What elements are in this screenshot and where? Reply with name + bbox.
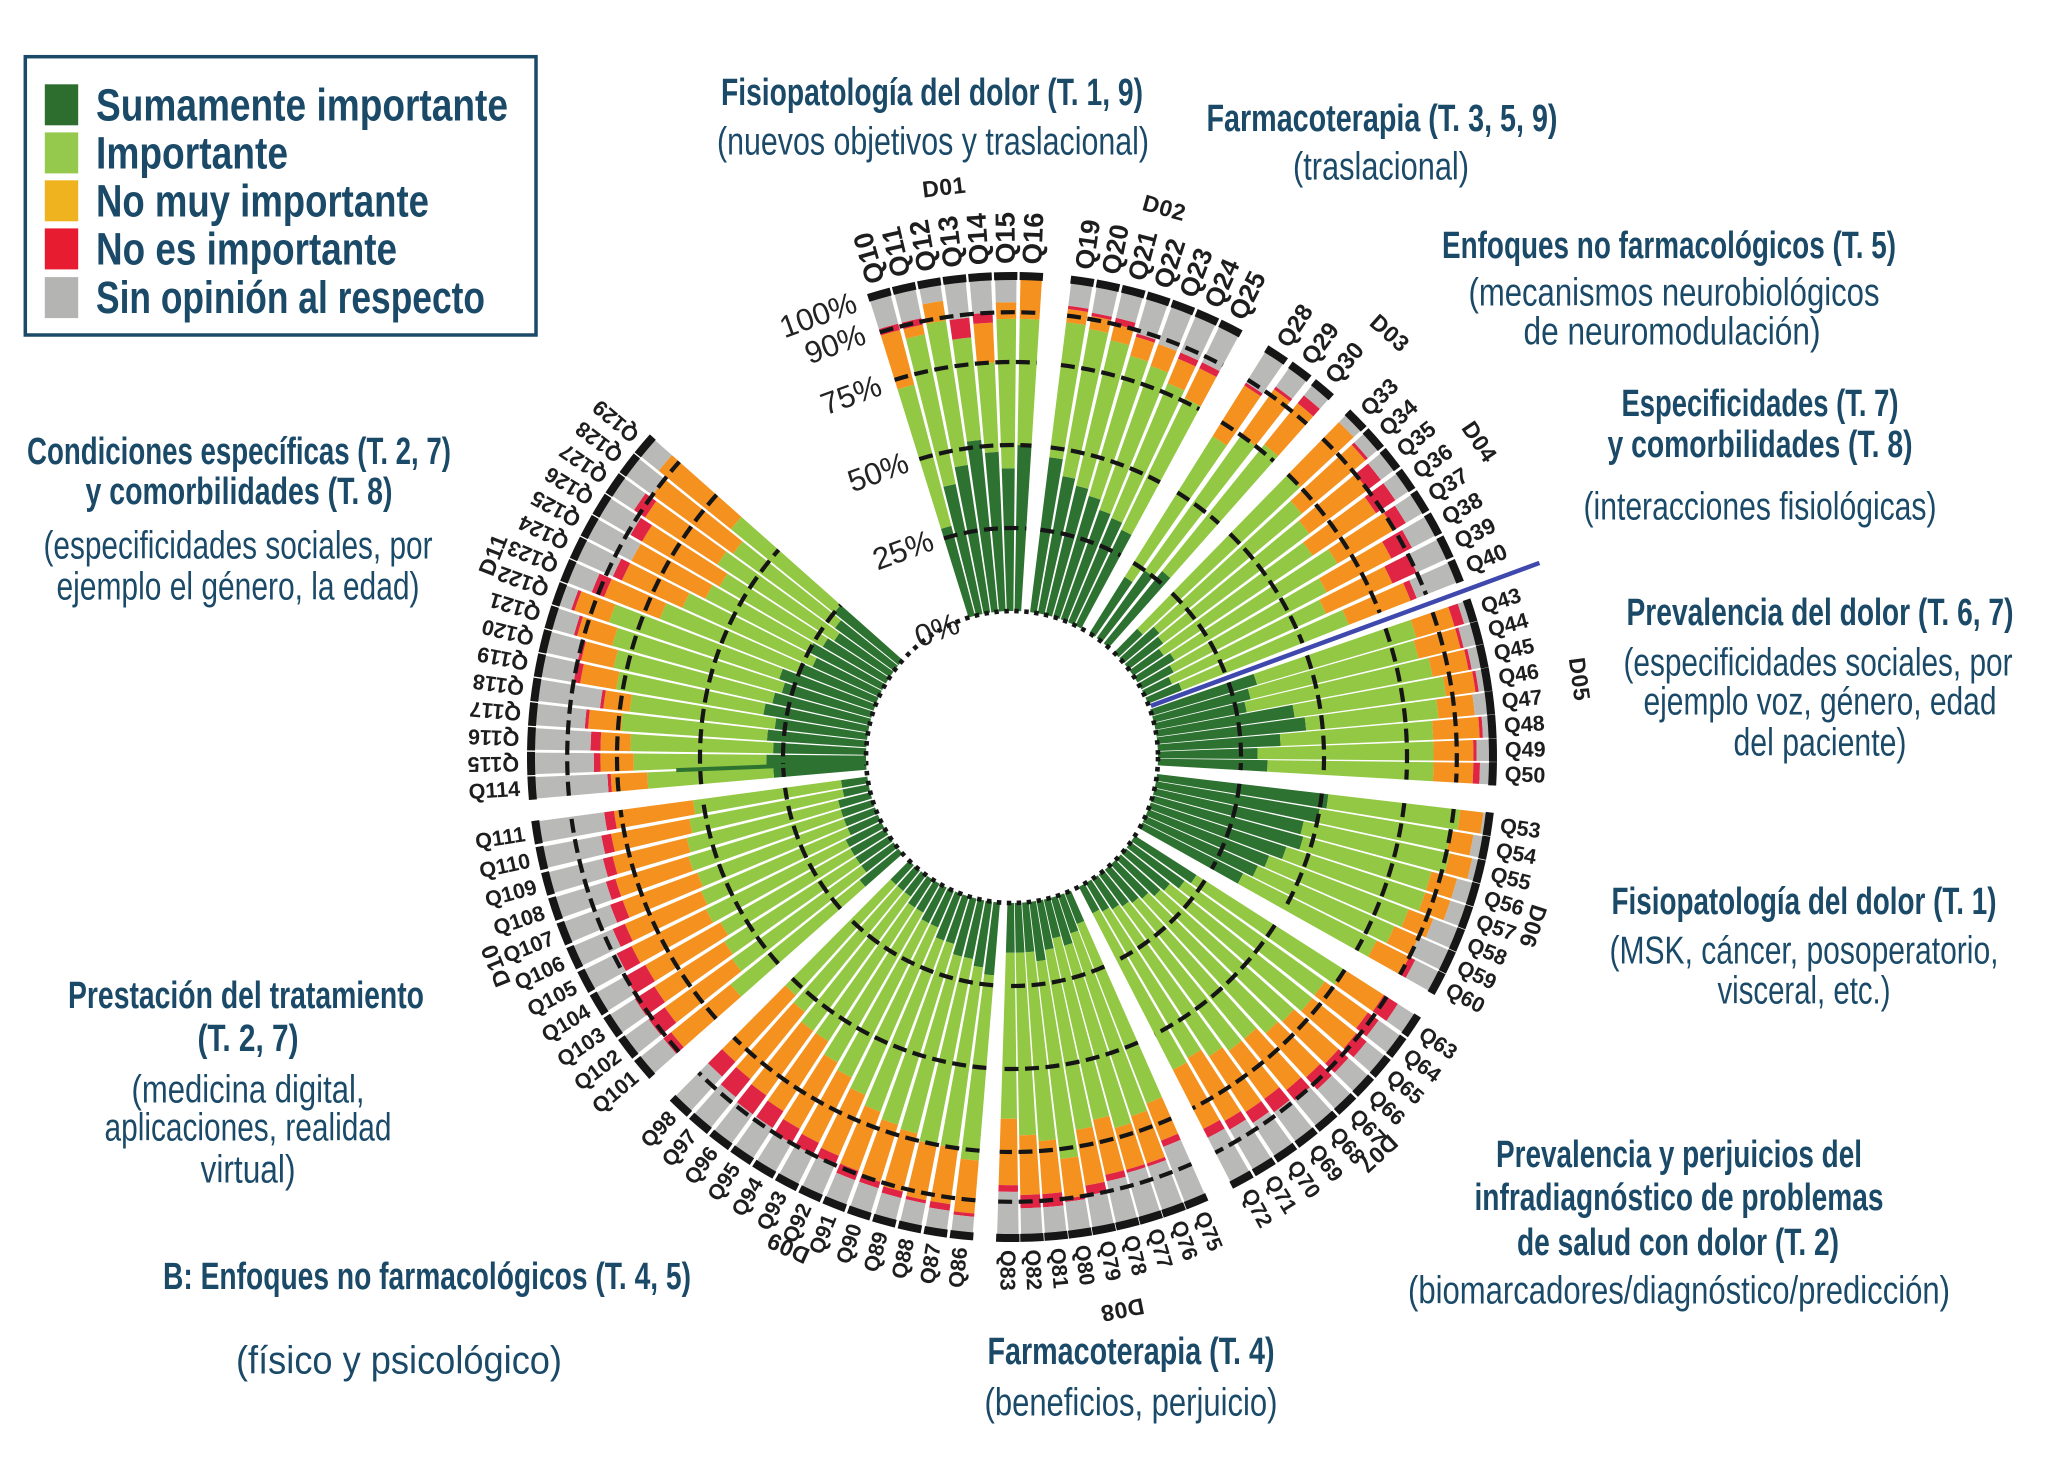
svg-text:D05: D05: [1564, 656, 1596, 703]
svg-text:de salud con dolor (T. 2): de salud con dolor (T. 2): [1517, 1222, 1839, 1264]
svg-text:Q80: Q80: [1070, 1243, 1100, 1287]
svg-text:(nuevos objetivos y traslacion: (nuevos objetivos y traslacional): [717, 121, 1149, 164]
svg-text:Farmacoterapia (T. 3, 5, 9): Farmacoterapia (T. 3, 5, 9): [1207, 98, 1558, 140]
svg-text:Q19: Q19: [1069, 218, 1106, 272]
svg-text:visceral, etc.): visceral, etc.): [1718, 970, 1891, 1013]
svg-text:(biomarcadores/diagnóstico/pre: (biomarcadores/diagnóstico/predicción): [1408, 1270, 1950, 1313]
svg-text:(interacciones fisiológicas): (interacciones fisiológicas): [1584, 486, 1937, 529]
svg-text:virtual): virtual): [201, 1149, 296, 1192]
svg-text:Q50: Q50: [1504, 762, 1545, 787]
svg-text:Q83: Q83: [995, 1250, 1019, 1291]
svg-text:Sin opinión al respecto: Sin opinión al respecto: [96, 272, 485, 323]
svg-text:Q86: Q86: [944, 1246, 972, 1289]
svg-text:(traslacional): (traslacional): [1293, 146, 1469, 189]
svg-text:Fisiopatología del dolor (T. 1: Fisiopatología del dolor (T. 1, 9): [721, 72, 1143, 114]
svg-text:Q115: Q115: [467, 752, 519, 777]
svg-text:(mecanismos neurobiológicos: (mecanismos neurobiológicos: [1469, 272, 1880, 315]
svg-text:Prevalencia del dolor (T. 6, 7: Prevalencia del dolor (T. 6, 7): [1627, 592, 2014, 634]
svg-text:Q53: Q53: [1499, 814, 1543, 843]
svg-text:Q114: Q114: [468, 777, 521, 804]
svg-text:del paciente): del paciente): [1734, 722, 1907, 765]
svg-text:Prevalencia y perjuicios del: Prevalencia y perjuicios del: [1496, 1134, 1862, 1176]
svg-text:Q82: Q82: [1020, 1249, 1046, 1291]
svg-text:Enfoques no farmacológicos (T.: Enfoques no farmacológicos (T. 5): [1442, 225, 1896, 267]
svg-text:infradiagnóstico de problemas: infradiagnóstico de problemas: [1475, 1177, 1884, 1219]
svg-text:Q116: Q116: [467, 724, 519, 750]
svg-text:(MSK, cáncer, posoperatorio,: (MSK, cáncer, posoperatorio,: [1610, 930, 1999, 973]
svg-text:D01: D01: [921, 172, 967, 203]
svg-text:Q117: Q117: [469, 697, 522, 725]
svg-text:de neuromodulación): de neuromodulación): [1524, 311, 1821, 354]
svg-text:Q16: Q16: [1016, 212, 1049, 265]
svg-text:Q13: Q13: [932, 214, 969, 269]
svg-text:(especificidades sociales, por: (especificidades sociales, por: [44, 525, 433, 568]
svg-text:Especificidades (T. 7): Especificidades (T. 7): [1622, 383, 1899, 425]
svg-text:Sumamente importante: Sumamente importante: [96, 79, 508, 130]
svg-text:(beneficios, perjuicio): (beneficios, perjuicio): [985, 1382, 1278, 1425]
svg-text:ejemplo voz, género, edad: ejemplo voz, género, edad: [1644, 681, 1997, 724]
svg-text:y comorbilidades (T. 8): y comorbilidades (T. 8): [86, 471, 393, 513]
svg-text:Q49: Q49: [1505, 737, 1546, 762]
svg-text:Q14: Q14: [960, 211, 994, 266]
svg-text:Prestación del tratamiento: Prestación del tratamiento: [68, 975, 424, 1017]
svg-text:(especificidades sociales, por: (especificidades sociales, por: [1624, 642, 2013, 685]
svg-text:aplicaciones, realidad: aplicaciones, realidad: [105, 1107, 392, 1150]
svg-text:Fisiopatología del dolor (T. 1: Fisiopatología del dolor (T. 1): [1612, 881, 1997, 923]
svg-text:B: Enfoques no farmacológicos: B: Enfoques no farmacológicos (T. 4, 5): [163, 1256, 691, 1298]
svg-text:(T. 2, 7): (T. 2, 7): [198, 1018, 299, 1060]
svg-text:(medicina digital,: (medicina digital,: [132, 1069, 365, 1112]
svg-text:Condiciones específicas (T. 2,: Condiciones específicas (T. 2, 7): [27, 431, 451, 473]
svg-text:Q48: Q48: [1503, 711, 1545, 738]
svg-text:Q15: Q15: [989, 212, 1021, 264]
svg-text:Q81: Q81: [1045, 1247, 1073, 1290]
svg-text:(físico y psicológico): (físico y psicológico): [236, 1340, 562, 1383]
svg-text:No es importante: No es importante: [96, 223, 397, 274]
svg-text:Farmacoterapia (T. 4): Farmacoterapia (T. 4): [988, 1331, 1275, 1373]
svg-text:Q47: Q47: [1501, 685, 1544, 713]
svg-text:No muy importante: No muy importante: [96, 175, 429, 226]
svg-text:ejemplo el género, la edad): ejemplo el género, la edad): [57, 566, 420, 609]
svg-text:Importante: Importante: [96, 127, 288, 178]
svg-text:y comorbilidades (T. 8): y comorbilidades (T. 8): [1608, 424, 1913, 466]
